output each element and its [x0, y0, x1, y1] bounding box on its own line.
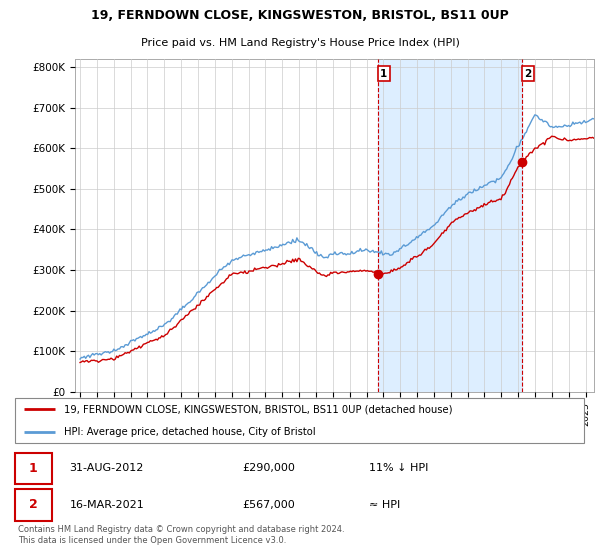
- Text: £567,000: £567,000: [242, 500, 295, 510]
- Text: 11% ↓ HPI: 11% ↓ HPI: [369, 464, 428, 473]
- Text: ≈ HPI: ≈ HPI: [369, 500, 400, 510]
- Text: 16-MAR-2021: 16-MAR-2021: [70, 500, 145, 510]
- Text: 19, FERNDOWN CLOSE, KINGSWESTON, BRISTOL, BS11 0UP: 19, FERNDOWN CLOSE, KINGSWESTON, BRISTOL…: [91, 9, 509, 22]
- Text: 1: 1: [29, 462, 38, 475]
- Text: 2: 2: [524, 69, 532, 79]
- Text: 31-AUG-2012: 31-AUG-2012: [70, 464, 144, 473]
- Text: 2: 2: [29, 498, 38, 511]
- Text: Price paid vs. HM Land Registry's House Price Index (HPI): Price paid vs. HM Land Registry's House …: [140, 38, 460, 48]
- Bar: [378, 59, 521, 392]
- FancyBboxPatch shape: [15, 489, 52, 521]
- Text: HPI: Average price, detached house, City of Bristol: HPI: Average price, detached house, City…: [64, 427, 316, 437]
- Text: 19, FERNDOWN CLOSE, KINGSWESTON, BRISTOL, BS11 0UP (detached house): 19, FERNDOWN CLOSE, KINGSWESTON, BRISTOL…: [64, 404, 452, 414]
- Text: Contains HM Land Registry data © Crown copyright and database right 2024.
This d: Contains HM Land Registry data © Crown c…: [18, 525, 344, 545]
- FancyBboxPatch shape: [15, 452, 52, 484]
- Text: 1: 1: [380, 69, 388, 79]
- FancyBboxPatch shape: [15, 398, 584, 443]
- Text: £290,000: £290,000: [242, 464, 295, 473]
